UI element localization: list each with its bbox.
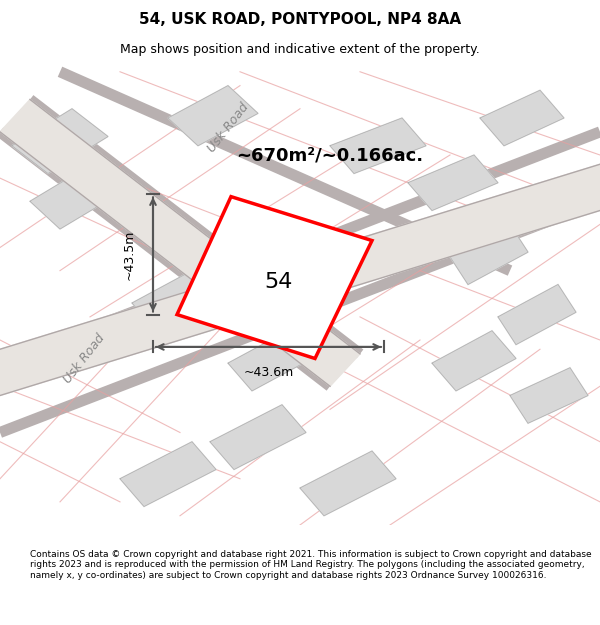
Text: ~670m²/~0.166ac.: ~670m²/~0.166ac. xyxy=(236,146,424,164)
Polygon shape xyxy=(408,155,498,211)
Polygon shape xyxy=(252,271,336,331)
Polygon shape xyxy=(480,90,564,146)
Text: 54, USK ROAD, PONTYPOOL, NP4 8AA: 54, USK ROAD, PONTYPOOL, NP4 8AA xyxy=(139,12,461,27)
Polygon shape xyxy=(330,118,426,174)
Polygon shape xyxy=(30,169,114,229)
Polygon shape xyxy=(210,405,306,469)
Polygon shape xyxy=(510,368,588,423)
Text: ~43.5m: ~43.5m xyxy=(122,229,136,279)
Polygon shape xyxy=(177,197,372,359)
Polygon shape xyxy=(228,331,312,391)
Text: ~43.6m: ~43.6m xyxy=(244,366,293,379)
Polygon shape xyxy=(450,224,528,284)
Polygon shape xyxy=(0,99,360,386)
Polygon shape xyxy=(120,442,216,506)
Polygon shape xyxy=(132,271,216,331)
Text: Usk Road: Usk Road xyxy=(61,331,107,386)
Text: Map shows position and indicative extent of the property.: Map shows position and indicative extent… xyxy=(120,43,480,56)
Polygon shape xyxy=(498,284,576,344)
Polygon shape xyxy=(0,164,600,396)
Polygon shape xyxy=(300,451,396,516)
Text: Usk Road: Usk Road xyxy=(205,100,251,154)
Polygon shape xyxy=(432,331,516,391)
Text: Contains OS data © Crown copyright and database right 2021. This information is : Contains OS data © Crown copyright and d… xyxy=(30,550,592,580)
Polygon shape xyxy=(12,109,108,174)
Text: 54: 54 xyxy=(265,272,293,292)
Polygon shape xyxy=(168,86,258,146)
